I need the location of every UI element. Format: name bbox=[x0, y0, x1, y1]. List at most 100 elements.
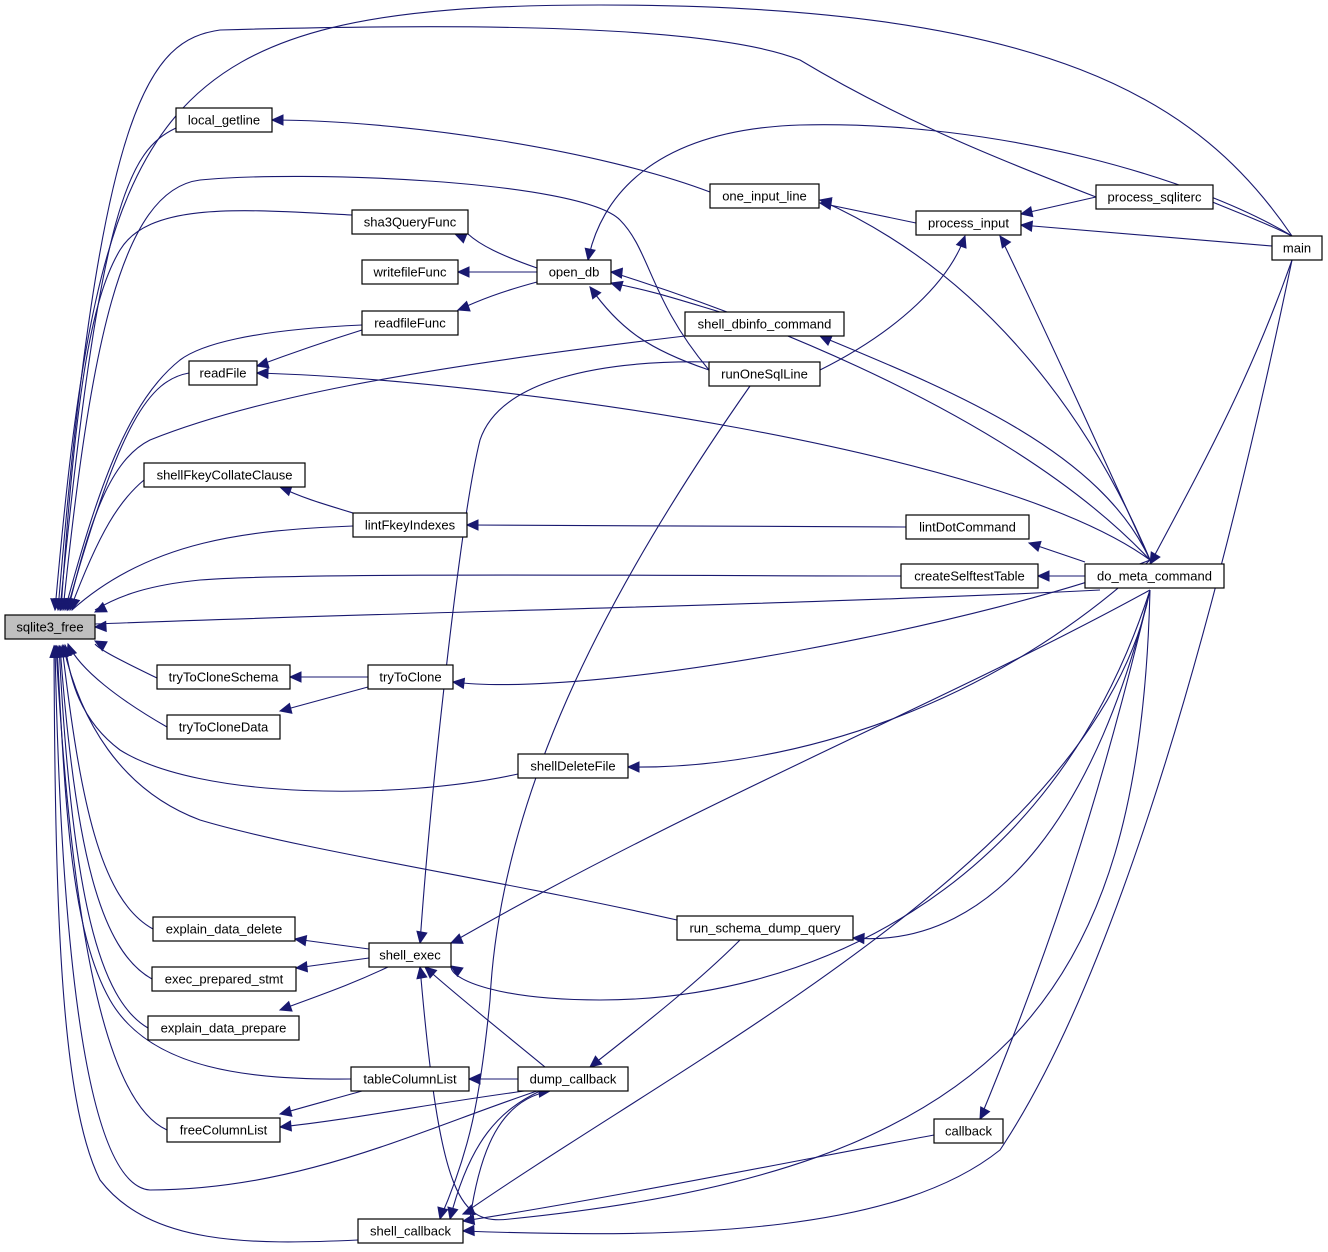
arrowhead bbox=[609, 267, 624, 279]
node-label: tableColumnList bbox=[363, 1072, 457, 1087]
call-edge bbox=[419, 589, 1151, 1221]
arrowhead bbox=[589, 1055, 603, 1068]
arrowhead bbox=[1027, 540, 1042, 552]
node-box bbox=[188, 360, 258, 386]
arrowhead bbox=[49, 644, 61, 658]
node-box bbox=[166, 1117, 281, 1143]
arrowhead bbox=[1036, 570, 1050, 582]
node-shellfkeycollateclause[interactable]: shellFkeyCollateClause bbox=[143, 462, 306, 488]
node-freecolumnlist[interactable]: freeColumnList bbox=[166, 1117, 281, 1143]
call-edge bbox=[64, 644, 519, 792]
node-box bbox=[368, 942, 452, 968]
call-edge bbox=[467, 233, 538, 269]
node-box bbox=[361, 259, 459, 285]
node-do-meta-command[interactable]: do_meta_command bbox=[1084, 563, 1225, 589]
node-explain-data-prepare[interactable]: explain_data_prepare bbox=[147, 1015, 300, 1041]
call-edge bbox=[61, 645, 154, 930]
arrowhead bbox=[461, 1224, 475, 1237]
call-edge bbox=[419, 361, 710, 944]
node-box bbox=[143, 462, 306, 488]
node-box bbox=[676, 915, 854, 941]
node-box bbox=[517, 1066, 629, 1092]
node-box bbox=[709, 183, 820, 209]
node-label: createSelftestTable bbox=[914, 569, 1025, 584]
node-lintfkeyindexes[interactable]: lintFkeyIndexes bbox=[352, 512, 468, 538]
node-sha3queryfunc[interactable]: sha3QueryFunc bbox=[351, 209, 469, 235]
node-shell-dbinfo-command[interactable]: shell_dbinfo_command bbox=[684, 311, 845, 337]
call-edge bbox=[439, 385, 751, 1220]
node-box bbox=[684, 311, 845, 337]
arrowhead bbox=[255, 367, 269, 380]
node-callback[interactable]: callback bbox=[933, 1118, 1004, 1144]
arrowhead bbox=[465, 519, 479, 531]
call-edge bbox=[1020, 224, 1273, 247]
arrowhead bbox=[93, 620, 107, 633]
node-label: callback bbox=[945, 1124, 992, 1139]
node-trytoclone[interactable]: tryToClone bbox=[367, 664, 454, 690]
arrowhead bbox=[1149, 551, 1161, 566]
call-edge bbox=[60, 210, 353, 611]
call-graph-nodes: sqlite3_free local_getline sha3QueryFunc wr… bbox=[4, 107, 1323, 1244]
node-trytoclonedata[interactable]: tryToCloneData bbox=[166, 714, 281, 740]
node-sqlite3-free[interactable]: sqlite3_free bbox=[4, 614, 96, 640]
node-dump-callback[interactable]: dump_callback bbox=[517, 1066, 629, 1092]
node-runonesqlline[interactable]: runOneSqlLine bbox=[708, 361, 821, 387]
node-tablecolumnlist[interactable]: tableColumnList bbox=[350, 1066, 470, 1092]
call-edge bbox=[54, 645, 541, 1191]
node-box bbox=[708, 361, 821, 387]
arrowhead bbox=[584, 247, 596, 262]
node-lintdotcommand[interactable]: lintDotCommand bbox=[905, 514, 1030, 540]
call-edge bbox=[279, 1090, 363, 1115]
arrowhead bbox=[818, 198, 833, 211]
node-shell-callback[interactable]: shell_callback bbox=[357, 1218, 464, 1244]
node-label: process_sqliterc bbox=[1108, 190, 1202, 205]
call-edge bbox=[819, 235, 966, 371]
node-explain-data-delete[interactable]: explain_data_delete bbox=[152, 916, 296, 942]
node-label: explain_data_prepare bbox=[161, 1021, 287, 1036]
node-label: main bbox=[1283, 241, 1311, 256]
node-main[interactable]: main bbox=[1271, 235, 1323, 261]
call-edge bbox=[295, 957, 370, 969]
node-shelldeletefile[interactable]: shellDeleteFile bbox=[517, 753, 629, 779]
node-open-db[interactable]: open_db bbox=[536, 259, 612, 285]
call-edge bbox=[819, 202, 917, 224]
node-shell-exec[interactable]: shell_exec bbox=[368, 942, 452, 968]
node-trytocloneschema[interactable]: tryToCloneSchema bbox=[156, 664, 291, 690]
call-edge bbox=[271, 119, 711, 193]
arrowhead bbox=[999, 235, 1012, 249]
arrowhead bbox=[278, 1120, 293, 1132]
call-edge bbox=[54, 4, 1293, 611]
arrowhead bbox=[467, 1073, 481, 1085]
node-readfilefunc[interactable]: readfileFunc bbox=[361, 310, 459, 336]
arrowhead bbox=[449, 933, 464, 944]
arrowhead bbox=[1019, 220, 1034, 232]
node-local-getline[interactable]: local_getline bbox=[175, 107, 273, 133]
node-one-input-line[interactable]: one_input_line bbox=[709, 183, 820, 209]
arrowhead bbox=[294, 961, 309, 973]
node-box bbox=[367, 664, 454, 690]
node-readfile[interactable]: readFile bbox=[188, 360, 258, 386]
call-edge bbox=[819, 335, 1151, 561]
call-edge bbox=[62, 644, 678, 921]
node-box bbox=[350, 1066, 470, 1092]
arrowhead bbox=[93, 640, 108, 652]
call-edge bbox=[449, 1090, 541, 1220]
node-label: shell_callback bbox=[370, 1224, 451, 1239]
node-exec-prepared-stmt[interactable]: exec_prepared_stmt bbox=[151, 966, 297, 992]
node-process-sqliterc[interactable]: process_sqliterc bbox=[1095, 184, 1214, 210]
call-edge bbox=[450, 589, 1151, 944]
node-label: tryToClone bbox=[379, 670, 441, 685]
node-writefilefunc[interactable]: writefileFunc bbox=[361, 259, 459, 285]
call-edge bbox=[71, 525, 354, 611]
call-edge bbox=[94, 589, 1101, 625]
node-process-input[interactable]: process_input bbox=[915, 210, 1022, 236]
call-edge bbox=[256, 329, 363, 367]
node-box bbox=[361, 310, 459, 336]
call-edge bbox=[279, 1088, 541, 1128]
node-label: sha3QueryFunc bbox=[364, 215, 457, 230]
node-label: shell_exec bbox=[379, 948, 441, 963]
node-createselftesttable[interactable]: createSelftestTable bbox=[900, 563, 1039, 589]
node-box bbox=[4, 614, 96, 640]
node-run-schema-dump-query[interactable]: run_schema_dump_query bbox=[676, 915, 854, 941]
node-box bbox=[933, 1118, 1004, 1144]
